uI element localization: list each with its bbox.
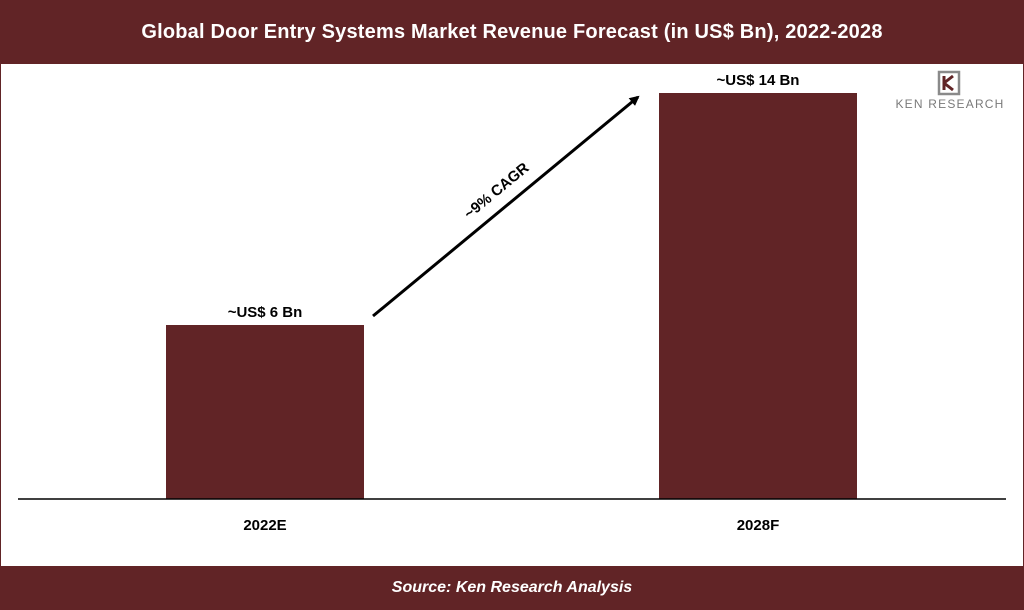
x-tick-label-2028F: 2028F xyxy=(737,517,780,534)
ken-research-logo-mark-icon xyxy=(937,70,961,96)
bar-2022E xyxy=(166,325,364,499)
x-tick-label-2022E: 2022E xyxy=(243,517,286,534)
bar-2028F xyxy=(659,93,857,499)
ken-research-logo-text: KEN RESEARCH xyxy=(895,97,1005,111)
data-label-2022E: ~US$ 6 Bn xyxy=(228,304,303,321)
cagr-arrow xyxy=(372,95,640,318)
source-note: Source: Ken Research Analysis xyxy=(391,579,633,596)
ken-research-logo: KEN RESEARCH xyxy=(882,70,1018,114)
data-label-2028F: ~US$ 14 Bn xyxy=(717,72,800,89)
chart-title-banner: Global Door Entry Systems Market Revenue… xyxy=(0,0,1024,64)
source-banner: Source: Ken Research Analysis xyxy=(0,566,1024,610)
chart-title: Global Door Entry Systems Market Revenue… xyxy=(141,20,883,43)
